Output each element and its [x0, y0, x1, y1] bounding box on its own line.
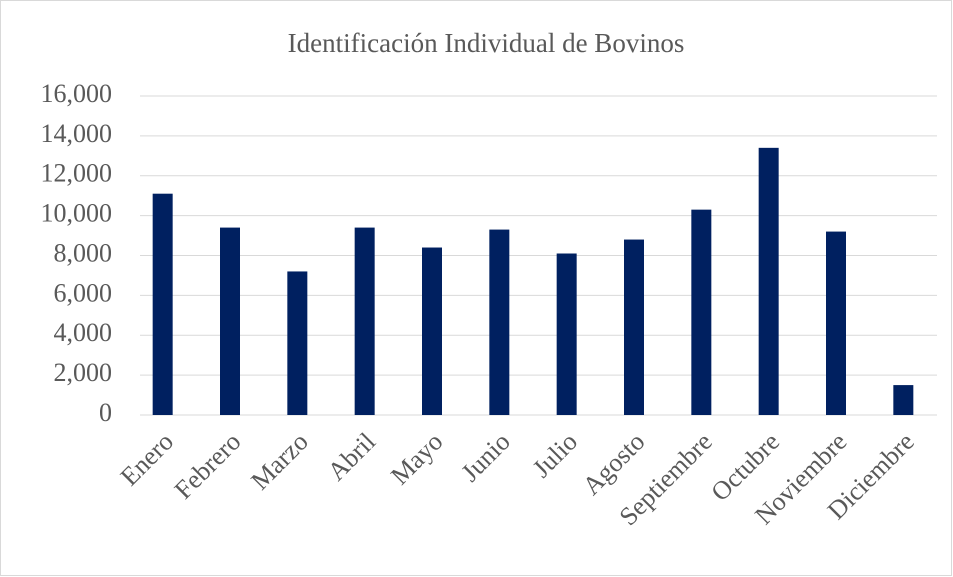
chart-title: Identificación Individual de Bovinos: [288, 28, 685, 58]
y-tick-label: 2,000: [54, 358, 113, 387]
bar: [691, 209, 712, 415]
bar: [826, 231, 846, 415]
y-tick-label: 6,000: [54, 278, 113, 307]
y-tick-label: 4,000: [54, 318, 113, 347]
y-tick-label: 12,000: [41, 159, 113, 188]
y-tick-label: 10,000: [41, 199, 113, 228]
bar: [489, 229, 510, 415]
y-tick-label: 16,000: [41, 79, 113, 108]
y-tick-label: 8,000: [54, 238, 113, 267]
bar: [354, 227, 375, 415]
bar: [152, 193, 173, 415]
bar: [758, 147, 779, 415]
y-tick-label: 0: [99, 398, 112, 427]
bar: [624, 239, 644, 415]
y-tick-label: 14,000: [41, 119, 113, 148]
bar: [893, 385, 914, 415]
bar: [287, 271, 308, 415]
bar: [220, 227, 240, 415]
bar: [556, 253, 577, 415]
bar: [422, 247, 442, 415]
